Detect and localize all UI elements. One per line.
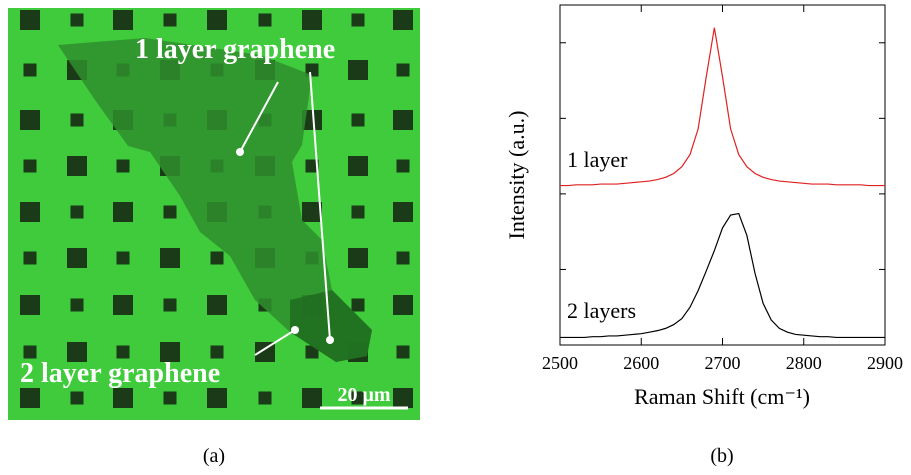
- hole: [24, 64, 37, 77]
- hole: [20, 10, 40, 30]
- hole: [393, 388, 413, 408]
- panel-a: 1 layer graphene 2 layer graphene 20 μm …: [8, 8, 420, 467]
- hole: [113, 388, 133, 408]
- caption: (a): [203, 445, 225, 467]
- hole: [117, 252, 130, 265]
- panel-b: Raman Shift (cm⁻¹) Intensity (a.u.) 1 la…: [504, 5, 903, 467]
- figure: 1 layer graphene 2 layer graphene 20 μm …: [0, 0, 911, 475]
- x-axis-label: Raman Shift (cm⁻¹): [634, 384, 810, 409]
- hole: [393, 202, 413, 222]
- hole: [71, 392, 84, 405]
- annotation: 2 layers: [567, 298, 636, 323]
- hole: [302, 10, 322, 30]
- page: 1 layer graphene 2 layer graphene 20 μm …: [0, 0, 911, 475]
- hole: [393, 110, 413, 130]
- hole: [348, 248, 368, 268]
- hole: [113, 202, 133, 222]
- label-1-layer: 1 layer graphene: [135, 34, 335, 65]
- hole: [113, 295, 133, 315]
- hole: [164, 206, 177, 219]
- hole: [20, 110, 40, 130]
- hole: [20, 295, 40, 315]
- pointer-dot: [236, 148, 244, 156]
- label-2-layer: 2 layer graphene: [20, 358, 220, 389]
- hole: [211, 346, 224, 359]
- hole: [393, 295, 413, 315]
- x-tick-label: 2900: [867, 353, 903, 373]
- hole: [397, 160, 410, 173]
- hole: [67, 248, 87, 268]
- hole: [207, 295, 227, 315]
- annotation: 1 layer: [567, 147, 628, 172]
- hole: [207, 10, 227, 30]
- hole: [352, 14, 365, 27]
- caption: (b): [710, 445, 733, 467]
- hole: [24, 346, 37, 359]
- hole: [397, 346, 410, 359]
- x-tick-label: 2500: [542, 353, 578, 373]
- hole: [117, 160, 130, 173]
- pointer-dot: [326, 336, 334, 344]
- hole: [211, 252, 224, 265]
- hole: [117, 346, 130, 359]
- hole: [348, 156, 368, 176]
- hole: [207, 388, 227, 408]
- hole: [397, 64, 410, 77]
- hole: [160, 248, 180, 268]
- hole: [397, 252, 410, 265]
- y-axis-label: Intensity (a.u.): [504, 111, 529, 240]
- hole: [71, 299, 84, 312]
- hole: [164, 299, 177, 312]
- scale-bar-label: 20 μm: [338, 384, 391, 406]
- hole: [164, 14, 177, 27]
- x-tick-label: 2800: [786, 353, 822, 373]
- hole: [20, 202, 40, 222]
- hole: [24, 160, 37, 173]
- hole: [67, 156, 87, 176]
- hole: [24, 252, 37, 265]
- plot-frame: [560, 5, 885, 345]
- hole: [352, 206, 365, 219]
- x-tick-label: 2700: [705, 353, 741, 373]
- hole: [259, 392, 272, 405]
- hole: [71, 114, 84, 127]
- hole: [113, 10, 133, 30]
- hole: [352, 299, 365, 312]
- hole: [164, 392, 177, 405]
- hole: [20, 388, 40, 408]
- x-tick-label: 2600: [623, 353, 659, 373]
- hole: [348, 60, 368, 80]
- hole: [302, 388, 322, 408]
- hole: [71, 206, 84, 219]
- hole: [71, 14, 84, 27]
- hole: [393, 10, 413, 30]
- hole: [352, 114, 365, 127]
- pointer-dot: [291, 326, 299, 334]
- hole: [259, 14, 272, 27]
